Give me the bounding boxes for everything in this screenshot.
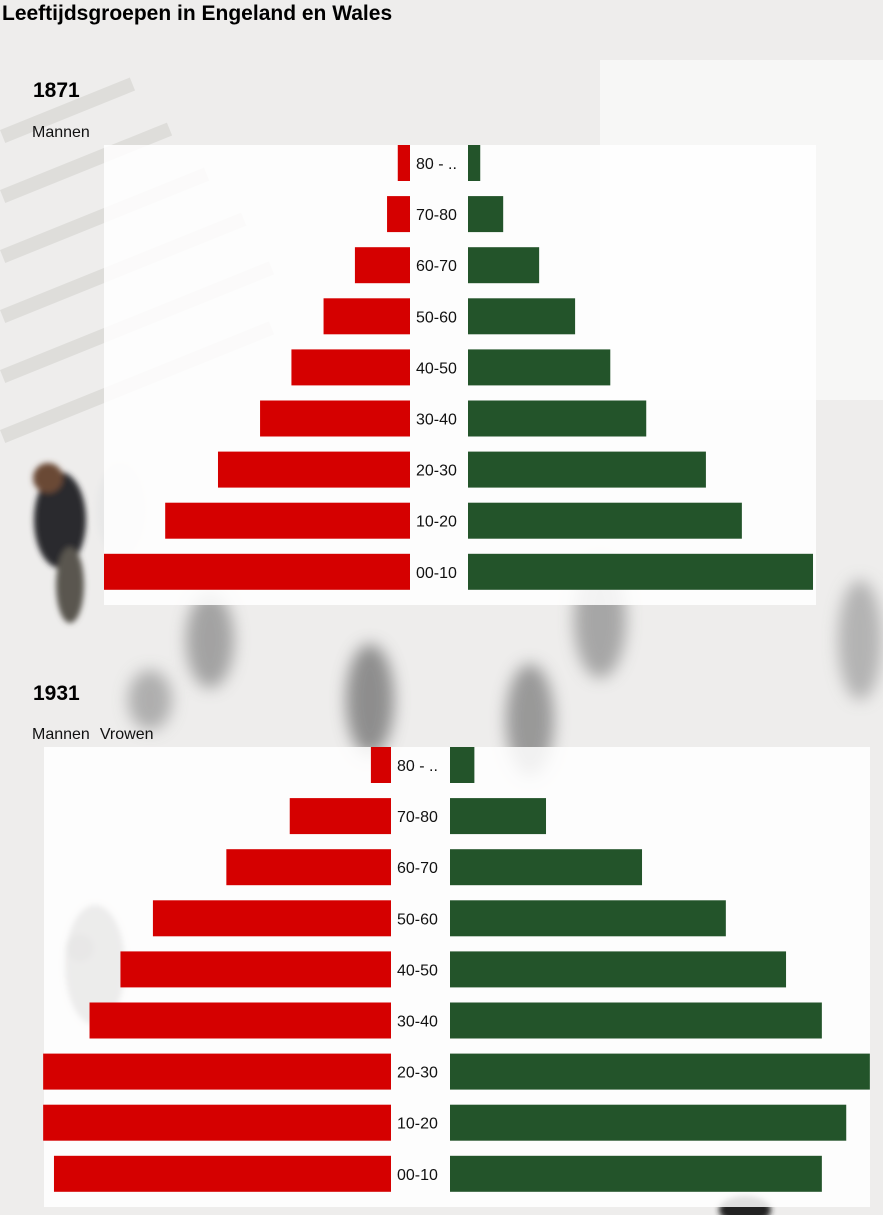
chart-1871-legend: Mannen [32, 124, 100, 142]
chart-1931-legend: Mannen Vrowen [32, 726, 163, 744]
category-label-1871-1: 70-80 [416, 207, 457, 224]
bar-1871-women-8 [468, 553, 814, 590]
legend-women: Vrowen [99, 726, 154, 743]
category-label-1871-5: 30-40 [416, 412, 457, 429]
bar-1871-men-2 [354, 247, 410, 284]
bar-1871-men-4 [291, 349, 410, 386]
bar-1931-women-4 [450, 951, 787, 988]
chart-1871-title: 1871 [33, 79, 80, 102]
bar-1931-men-6 [43, 1053, 392, 1090]
bar-1931-men-0 [370, 747, 391, 783]
bar-1931-men-8 [53, 1155, 392, 1192]
category-label-1871-2: 60-70 [416, 258, 457, 275]
bar-1931-women-1 [450, 798, 547, 835]
bar-1871-women-0 [468, 145, 481, 181]
bar-1931-women-0 [450, 747, 475, 783]
category-label-1931-8: 00-10 [397, 1167, 438, 1184]
category-label-1931-7: 10-20 [397, 1116, 438, 1133]
bar-1871-men-5 [260, 400, 410, 437]
category-label-1931-4: 40-50 [397, 962, 438, 979]
bar-1931-men-1 [289, 798, 391, 835]
bar-1871-men-0 [397, 145, 410, 181]
category-label-1871-8: 00-10 [416, 565, 457, 582]
bar-1871-women-7 [468, 502, 742, 539]
category-label-1931-3: 50-60 [397, 911, 438, 928]
bar-1871-women-1 [468, 196, 504, 233]
bar-1871-women-3 [468, 298, 576, 335]
bar-1871-women-4 [468, 349, 611, 386]
bar-1931-men-3 [152, 900, 391, 937]
bar-1871-men-6 [217, 451, 410, 488]
page-title: Leeftijdsgroepen in Engeland en Wales [2, 2, 393, 25]
bar-1931-men-7 [43, 1104, 392, 1141]
bar-1871-men-1 [387, 196, 410, 233]
category-label-1871-0: 80 - .. [416, 156, 457, 173]
bar-1931-men-2 [226, 849, 391, 886]
bar-1931-men-4 [120, 951, 391, 988]
category-label-1871-6: 20-30 [416, 463, 457, 480]
bar-1931-women-3 [450, 900, 726, 937]
bar-1871-men-8 [104, 553, 410, 590]
category-label-1931-2: 60-70 [397, 860, 438, 877]
bar-1931-women-5 [450, 1002, 822, 1039]
bar-1931-women-8 [450, 1155, 822, 1192]
legend-men: Mannen [32, 124, 90, 141]
bar-1931-women-2 [450, 849, 643, 886]
bar-1871-women-6 [468, 451, 706, 488]
bar-1931-women-7 [450, 1104, 847, 1141]
bar-1931-men-5 [89, 1002, 391, 1039]
category-label-1871-4: 40-50 [416, 360, 457, 377]
bar-1871-men-7 [165, 502, 410, 539]
category-label-1931-6: 20-30 [397, 1065, 438, 1082]
legend-men: Mannen [32, 726, 90, 743]
category-label-1871-7: 10-20 [416, 514, 457, 531]
bar-1871-women-5 [468, 400, 647, 437]
category-label-1871-3: 50-60 [416, 309, 457, 326]
category-label-1931-0: 80 - .. [397, 758, 438, 775]
category-label-1931-1: 70-80 [397, 809, 438, 826]
category-label-1931-5: 30-40 [397, 1014, 438, 1031]
bar-1871-men-3 [323, 298, 410, 335]
bar-1931-women-6 [450, 1053, 870, 1090]
chart-1931-title: 1931 [33, 682, 80, 705]
bar-1871-women-2 [468, 247, 540, 284]
